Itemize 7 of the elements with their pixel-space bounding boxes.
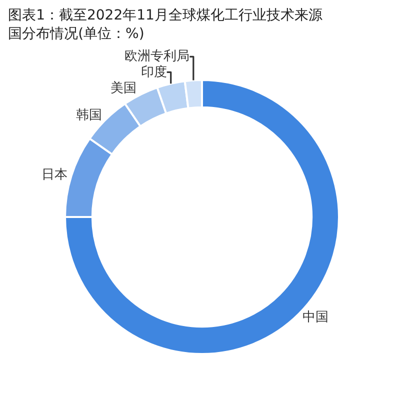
slice-label: 美国	[110, 80, 137, 96]
chart-title: 图表1：截至2022年11月全球煤化工行业技术来源国分布情况(单位：%)	[8, 8, 322, 42]
slice-label: 印度	[140, 64, 167, 80]
slice-label: 韩国	[76, 108, 102, 124]
slice-label: 中国	[302, 310, 329, 326]
slice-label: 欧洲专利局	[124, 49, 190, 64]
slice-label: 日本	[42, 168, 68, 183]
